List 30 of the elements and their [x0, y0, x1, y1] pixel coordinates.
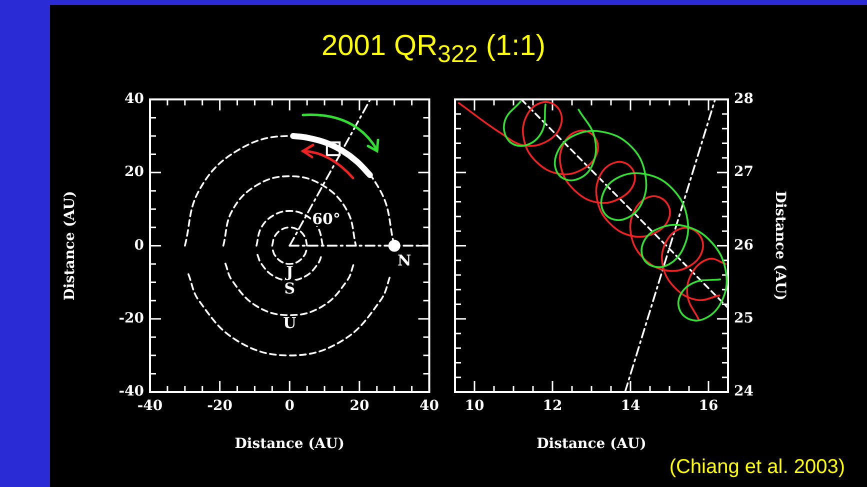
- y-tick-label: 25: [734, 310, 754, 326]
- x-tick-label: -20: [207, 398, 233, 414]
- annotation: S: [284, 279, 296, 298]
- y-tick-label: 20: [124, 164, 144, 180]
- x-tick-label: -40: [137, 398, 163, 414]
- y-tick-label: 26: [734, 237, 754, 254]
- chart-title: 2001 QR$_{322}$ (1:1): [320, 30, 547, 69]
- y-tick-label: 28: [734, 91, 754, 108]
- x-axis-title: Distance (AU): [234, 436, 344, 452]
- annotation: U: [283, 314, 296, 332]
- y-tick-label: 40: [124, 91, 144, 108]
- x-tick-label: 16: [698, 398, 718, 414]
- y-tick-label: 0: [134, 237, 144, 254]
- y-tick-label: -40: [118, 384, 144, 400]
- y-axis-title: Distance (AU): [62, 190, 78, 301]
- x-tick-label: 0: [284, 398, 295, 414]
- x-tick-label: 20: [350, 398, 370, 414]
- x-tick-label: 12: [542, 398, 562, 414]
- y-tick-label: 24: [734, 384, 754, 400]
- x-tick-label: 14: [620, 398, 640, 414]
- annotation: 60°: [312, 210, 340, 228]
- x-tick-label: 40: [420, 398, 440, 414]
- x-tick-label: 10: [464, 398, 484, 414]
- y-tick-label: -20: [118, 310, 144, 326]
- y-tick-label: 27: [734, 164, 754, 180]
- y-axis-title: Distance (AU): [772, 190, 788, 301]
- annotation: N: [397, 252, 412, 270]
- annotation: J: [284, 262, 294, 281]
- x-axis-title: Distance (AU): [536, 436, 646, 452]
- text: (Chiang et al. 2003): [669, 456, 845, 479]
